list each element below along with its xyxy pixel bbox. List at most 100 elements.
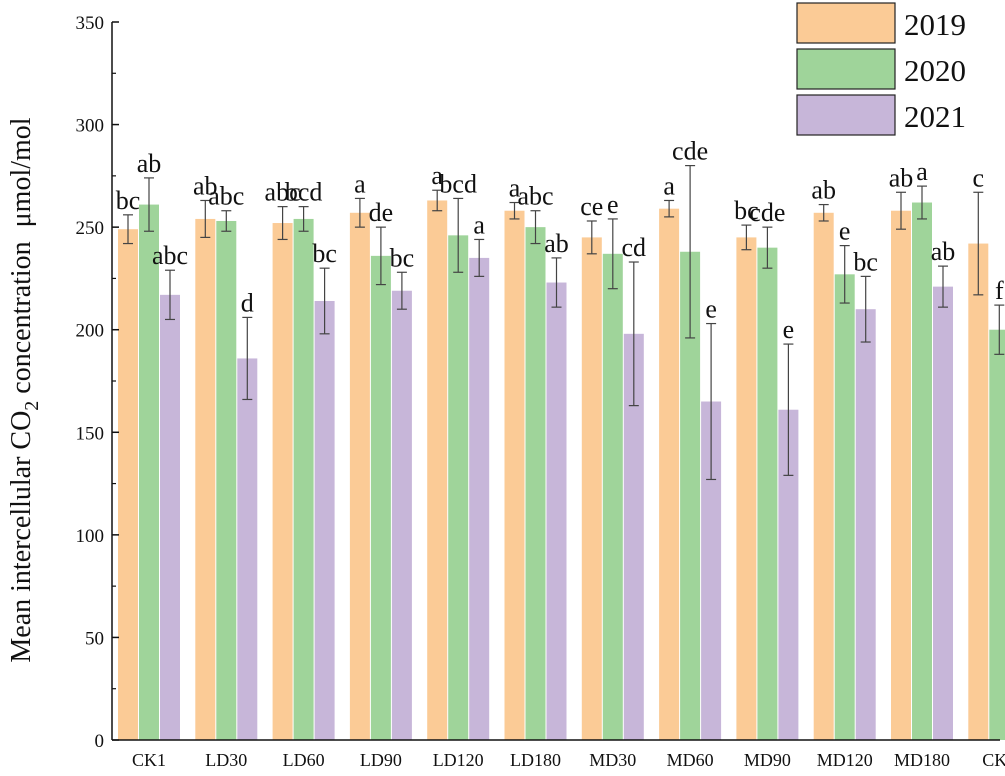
significance-label-2021-LD30: d [241, 288, 254, 317]
significance-label-2020-LD90: de [369, 198, 394, 227]
x-tick-label-MD30: MD30 [589, 750, 636, 770]
y-tick-label-0: 0 [95, 731, 105, 752]
x-tick-label-CK2: CK2 [982, 750, 1005, 770]
significance-label-2020-MD180: a [916, 157, 928, 186]
y-axis-title-rest: concentration [6, 241, 37, 400]
bar-2019-MD30 [581, 237, 602, 740]
significance-label-2019-LD180: a [509, 174, 521, 203]
bar-2020-LD90 [370, 255, 391, 740]
legend-swatch-2019 [796, 2, 896, 44]
significance-label-2019-CK1: bc [116, 186, 141, 215]
bar-2021-MD120 [855, 309, 876, 740]
significance-label-2019-LD30: ab [193, 171, 218, 200]
bar-2019-LD30 [195, 218, 216, 741]
significance-label-2020-CK2: f [995, 276, 1004, 305]
x-tick-label-MD120: MD120 [817, 750, 873, 770]
y-axis-title-subscript: 2 [21, 401, 43, 411]
bar-2019-MD90 [736, 237, 757, 740]
y-tick-label-150: 150 [76, 423, 105, 444]
bar-2021-MD90 [778, 409, 799, 740]
x-tick-label-LD180: LD180 [510, 750, 561, 770]
significance-label-2019-MD90: bc [734, 196, 759, 225]
bar-2020-LD60 [293, 218, 314, 741]
significance-label-2019-LD60: abc [265, 178, 301, 207]
significance-label-2019-MD60: a [663, 171, 675, 200]
significance-label-2020-MD30: e [607, 190, 619, 219]
y-axis-title-main: Mean intercellular CO [6, 411, 37, 663]
bar-2021-LD120 [469, 257, 490, 740]
bar-2020-MD180 [912, 202, 932, 741]
y-tick-label-350: 350 [76, 13, 105, 34]
x-tick-label-MD60: MD60 [667, 750, 714, 770]
bar-2019-LD60 [272, 223, 293, 741]
bar-2020-LD180 [525, 227, 546, 741]
significance-label-2021-MD180: ab [931, 237, 956, 266]
significance-label-2019-MD30: ce [580, 192, 603, 221]
legend-swatch-2021 [796, 94, 896, 136]
significance-label-2019-CK2: c [973, 163, 985, 192]
y-tick-label-250: 250 [76, 218, 105, 239]
bar-2019-MD120 [813, 212, 834, 741]
significance-label-2021-LD90: bc [390, 243, 415, 272]
legend-label-2021: 2021 [904, 99, 966, 134]
bar-2019-LD90 [349, 212, 370, 741]
bar-2021-LD30 [237, 358, 258, 740]
significance-label-2021-MD90: e [783, 315, 795, 344]
bar-2020-MD90 [757, 247, 778, 740]
y-tick-label-100: 100 [76, 526, 105, 547]
legend-label-2020: 2020 [904, 53, 966, 88]
bar-2021-MD30 [623, 333, 644, 740]
bar-2019-LD120 [427, 200, 448, 740]
significance-label-2019-LD120: a [431, 161, 443, 190]
significance-label-2021-LD180: ab [544, 229, 569, 258]
x-tick-label-LD120: LD120 [433, 750, 484, 770]
significance-label-2020-LD30: abc [208, 182, 244, 211]
significance-label-2021-LD120: a [473, 210, 485, 239]
significance-label-2020-LD120: bcd [439, 169, 477, 198]
bar-2020-LD30 [216, 220, 237, 740]
y-tick-label-300: 300 [76, 116, 105, 137]
y-axis-title: Mean intercellular CO2 concentration μmol… [6, 117, 43, 662]
bar-2019-CK2 [968, 243, 989, 740]
significance-label-2019-MD120: ab [811, 176, 836, 205]
bar-2020-CK1 [139, 204, 159, 740]
significance-label-2020-LD180: abc [517, 182, 553, 211]
bar-2021-LD90 [391, 290, 412, 740]
bar-2020-MD120 [834, 274, 855, 740]
x-tick-label-LD30: LD30 [205, 750, 247, 770]
x-tick-label-CK1: CK1 [132, 750, 166, 770]
bar-2021-CK1 [160, 294, 180, 740]
bar-2019-LD180 [504, 210, 525, 740]
significance-label-2020-MD90: cde [749, 198, 785, 227]
bar-2019-MD60 [659, 208, 680, 740]
bar-2021-LD180 [546, 282, 567, 740]
y-axis-title-unit: μmol/mol [6, 117, 37, 227]
significance-label-2021-MD60: e [705, 295, 717, 324]
bar-2020-LD120 [448, 235, 469, 740]
significance-label-2021-CK1: abc [152, 241, 188, 270]
significance-label-2020-MD120: e [839, 217, 851, 246]
legend-swatch-2020 [796, 48, 896, 90]
x-tick-label-MD180: MD180 [894, 750, 950, 770]
significance-label-2021-MD120: bc [853, 247, 878, 276]
x-tick-label-LD90: LD90 [360, 750, 402, 770]
y-tick-label-200: 200 [76, 321, 105, 342]
bar-2021-LD60 [314, 300, 335, 740]
axes: CK1 LD30 LD60 LD90 LD120 LD180 MD30 MD60 MD90 MD1… [76, 13, 1005, 770]
y-tick-label-50: 50 [85, 628, 104, 649]
bar-2021-MD180 [933, 286, 953, 740]
significance-label-2020-MD60: cde [672, 137, 708, 166]
significance-label-2019-MD180: ab [889, 163, 914, 192]
bar-2021-MD60 [701, 401, 722, 740]
significance-label-2020-LD60: bcd [285, 178, 323, 207]
significance-label-2020-CK1: ab [137, 149, 162, 178]
significance-label-2021-MD30: cd [622, 233, 647, 262]
bar-2020-MD30 [602, 253, 623, 740]
legend: 2019 2020 2021 [796, 2, 966, 136]
x-tick-label-MD90: MD90 [744, 750, 791, 770]
x-tick-label-LD60: LD60 [283, 750, 325, 770]
bar-2019-MD180 [891, 210, 911, 740]
significance-label-2021-LD60: bc [312, 239, 337, 268]
